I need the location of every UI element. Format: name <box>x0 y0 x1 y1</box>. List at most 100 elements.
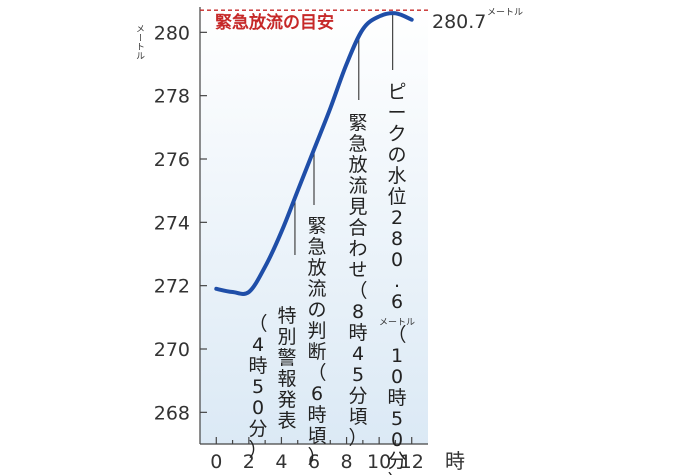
y-tick-label: 274 <box>154 212 190 234</box>
annotation-char: （ <box>387 324 406 346</box>
annotation-char: ） <box>348 427 367 449</box>
annotation-char: 頃 <box>348 406 367 428</box>
annotation-char: 流 <box>348 175 367 197</box>
x-axis: 0 2 4 6 8 10 12 時 <box>200 437 465 473</box>
annotation-char: の <box>307 299 326 321</box>
annotation-char: 放 <box>307 257 326 279</box>
annotation-char: 0 <box>391 366 403 388</box>
annotation-char: 報 <box>277 368 296 390</box>
annotation-char: 分 <box>248 418 267 440</box>
annotation-char: 時 <box>307 404 326 426</box>
annotation-char: 表 <box>277 410 296 432</box>
annotation-char: 0 <box>391 429 403 451</box>
annotation-char: 時 <box>387 387 406 409</box>
annotation-char: 頃 <box>307 425 326 447</box>
plot-background <box>200 7 428 444</box>
threshold-label: 280.7 メートル <box>432 8 523 33</box>
annotation-char: わ <box>348 238 367 260</box>
annotation-char: 4 <box>252 334 264 356</box>
annotation-char: 時 <box>248 355 267 377</box>
annotation-char: 分 <box>348 385 367 407</box>
annotation-char: （ <box>348 280 367 302</box>
annotation-char: 0 <box>252 397 264 419</box>
x-axis-unit: 時 <box>445 449 465 473</box>
series-line <box>214 11 414 296</box>
annotation-char: 6 <box>311 383 323 405</box>
annotation-char: 時 <box>348 322 367 344</box>
annotation-char: の <box>387 144 406 166</box>
y-tick-label: 278 <box>154 86 190 108</box>
annotation-char: 流 <box>307 278 326 300</box>
annotation-char: 水 <box>387 165 406 187</box>
annotation-4-value: 280.6 <box>391 207 403 313</box>
annotation-char: 5 <box>352 364 364 386</box>
threshold-value: 280.7 <box>432 11 486 33</box>
y-axis-unit: メートル <box>134 24 145 60</box>
annotation-char: ピ <box>387 81 406 103</box>
annotation-char: 6 <box>391 291 403 313</box>
annotation-char: 判 <box>307 320 326 342</box>
annotation-char: 5 <box>252 376 264 398</box>
annotation-char: 8 <box>391 228 403 250</box>
x-tick-label: 2 <box>243 451 255 473</box>
annotation-char: 1 <box>391 345 403 367</box>
annotation-char: 8 <box>352 301 364 323</box>
annotation-char: 見 <box>348 196 367 218</box>
y-tick-label: 272 <box>154 276 190 298</box>
annotation-char: 断 <box>307 341 326 363</box>
y-axis: 268 270 272 274 276 278 280 <box>154 7 207 444</box>
annotation-char: 別 <box>277 326 296 348</box>
annotation-2-sub: （6時頃） <box>307 362 326 468</box>
annotation-char: 4 <box>352 343 364 365</box>
annotation-char: 合 <box>348 217 367 239</box>
y-tick-label: 268 <box>154 402 190 424</box>
annotation-char: （ <box>307 362 326 384</box>
y-tick-label: 270 <box>154 339 190 361</box>
x-tick-label: 8 <box>341 451 353 473</box>
annotation-char: 0 <box>391 249 403 271</box>
annotation-4-unit: メートル <box>379 318 415 328</box>
y-tick-label: 276 <box>154 149 190 171</box>
x-tick-label: 4 <box>275 451 287 473</box>
annotation-char: ） <box>387 471 406 475</box>
series-group <box>214 11 414 296</box>
annotation-char: 分 <box>387 450 406 472</box>
annotation-char: 2 <box>391 207 403 229</box>
annotation-char: （ <box>248 313 267 335</box>
chart-title: 緊急放流の目安 <box>215 12 334 33</box>
annotation-char: 急 <box>348 133 367 155</box>
x-tick-label: 6 <box>308 451 320 473</box>
annotation-char: 位 <box>387 186 406 208</box>
annotation-char: 警 <box>277 347 296 369</box>
annotation-leaders <box>294 13 394 255</box>
annotation-char: 緊 <box>348 112 367 134</box>
x-tick-label: 0 <box>210 451 222 473</box>
threshold-unit: メートル <box>487 8 523 18</box>
annotation-char: ー <box>387 102 406 124</box>
annotation-char: 5 <box>391 408 403 430</box>
x-tick-label: 10 <box>367 451 391 473</box>
annotation-char: 特 <box>277 305 296 327</box>
annotation-char: . <box>394 270 400 292</box>
y-tick-label: 280 <box>154 22 190 44</box>
annotation-char: ） <box>307 446 326 468</box>
annotation-char: せ <box>348 259 367 281</box>
annotation-labels: 特別警報発表（4時50分）緊急放流の判断（6時頃）緊急放流見合わせ（8時45分頃… <box>248 81 415 475</box>
annotation-char: ） <box>248 439 267 461</box>
y-axis-unit-label: メートル <box>134 24 145 60</box>
annotation-char: 放 <box>348 154 367 176</box>
annotation-char: ク <box>387 123 406 145</box>
annotation-char: 緊 <box>307 215 326 237</box>
annotation-char: 発 <box>277 389 296 411</box>
x-tick-label: 12 <box>400 451 424 473</box>
annotation-char: 急 <box>307 236 326 258</box>
